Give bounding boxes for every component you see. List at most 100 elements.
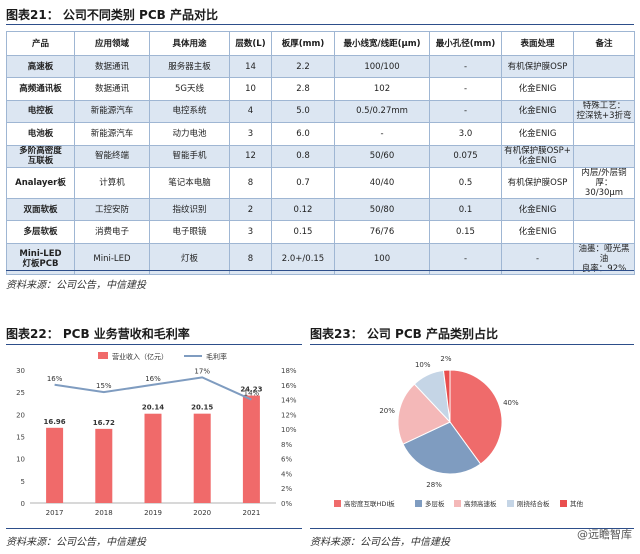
title-rule: [6, 24, 634, 25]
table-cell: 数据通讯: [74, 77, 150, 101]
table-cell: 0.15: [429, 220, 502, 244]
table-cell: [573, 220, 635, 244]
chart23-rule: [310, 344, 634, 345]
pie-data-label: 2%: [440, 355, 451, 363]
table-cell: 40/40: [334, 166, 430, 199]
table-header-cell: 层数(L): [229, 31, 272, 56]
revenue-bar: [193, 413, 211, 503]
table-cell: 笔记本电脑: [149, 166, 230, 199]
table-cell: 指纹识别: [149, 197, 230, 222]
table-header-cell: 最小线宽/线距(μm): [334, 31, 430, 56]
table-row: Analayer板 计算机 笔记本电脑 8 0.7 40/40 0.5 有机保护膜OSP 内层/…: [6, 166, 635, 199]
legend-swatch: [454, 500, 461, 507]
y-tick-label: 15: [16, 434, 25, 442]
table-cell: 0.8: [271, 144, 335, 168]
table-cell: 0.075: [429, 144, 502, 168]
pie-slice: [442, 369, 451, 423]
revenue-bar: [242, 395, 260, 503]
x-tick-label: 2018: [95, 509, 113, 517]
table-row-header: 多层软板: [6, 220, 75, 244]
table-cell: 有机保护膜OSP: [501, 166, 574, 199]
chart23-source: 资料来源：公司公告，中信建投: [310, 537, 450, 548]
table-cell: 2.0+/0.15: [271, 242, 335, 275]
table-cell: 0.7: [271, 166, 335, 199]
table-cell: 50/60: [334, 144, 430, 168]
chart23-bottom-rule: [310, 528, 634, 529]
legend-label: 刚挠结合板: [517, 499, 550, 508]
table-row-header: Mini-LED 灯板PCB: [6, 242, 75, 275]
table-cell: -: [429, 99, 502, 124]
table-cell: 特殊工艺： 控深铣+3折弯: [573, 99, 635, 124]
table-cell: 2: [229, 197, 272, 222]
table-cell: 0.15: [271, 220, 335, 244]
revenue-data-label: 16.96: [44, 418, 66, 426]
table-cell: 50/80: [334, 197, 430, 222]
table-row: Mini-LED 灯板PCB Mini-LED 灯板 8 2.0+/0.15 100- - 油墨…: [6, 242, 635, 275]
y2-tick-label: 6%: [281, 456, 292, 464]
revenue-bar: [95, 428, 113, 503]
revenue-bar: [144, 413, 162, 503]
table-row-header: 高频通讯板: [6, 77, 75, 101]
table-header-row: 产品 应用领域 具体用途 层数(L) 板厚(mm) 最小线宽/线距(μm) 最小孔径(mm)…: [6, 31, 635, 56]
table-cell: 100: [334, 242, 430, 275]
table-cell: -: [429, 77, 502, 101]
table-cell: 智能手机: [149, 144, 230, 168]
table-cell: -: [429, 242, 502, 275]
legend-swatch: [507, 500, 514, 507]
table-header-cell: 最小孔径(mm): [429, 31, 502, 56]
revenue-bar: [46, 427, 64, 503]
legend-label: 其他: [570, 499, 584, 508]
table-row-header: 双面软板: [6, 197, 75, 222]
table-cell: [573, 144, 635, 168]
table-row: 电控板 新能源汽车 电控系统 4 5.0 0.5/0.27mm - 化金ENIG 特殊工艺： 控深…: [6, 99, 635, 124]
x-tick-label: 2020: [193, 509, 211, 517]
table-cell: 0.5: [429, 166, 502, 199]
legend-label: 多层板: [425, 499, 445, 508]
table-cell: 76/76: [334, 220, 430, 244]
table-cell: 油墨：哑光黑油 良率：92%: [573, 242, 635, 275]
margin-data-label: 16%: [47, 375, 63, 383]
chart22-bottom-rule: [6, 528, 302, 529]
table-header-cell: 板厚(mm): [271, 31, 335, 56]
table-row: 多层软板 消费电子 电子眼镜 3 0.15 76/76 0.15 化金ENIG: [6, 220, 635, 244]
legend-label: 高频高速板: [464, 499, 497, 508]
table-cell: 102: [334, 77, 430, 101]
revenue-data-label: 20.14: [142, 404, 164, 412]
table-cell: 0.12: [271, 197, 335, 222]
y-tick-label: 30: [16, 367, 25, 375]
table-cell: 14: [229, 54, 272, 79]
table-cell: 灯板: [149, 242, 230, 275]
y2-tick-label: 12%: [281, 411, 297, 419]
y2-tick-label: 18%: [281, 367, 297, 375]
table-cell: 3: [229, 220, 272, 244]
legend-bar-label: 营业收入（亿元）: [112, 352, 168, 361]
y2-tick-label: 14%: [281, 397, 297, 405]
table-cell: 新能源汽车: [74, 122, 150, 146]
pie-data-label: 10%: [415, 361, 431, 369]
legend-bar-swatch: [98, 352, 108, 359]
revenue-data-label: 24.23: [240, 386, 262, 394]
table-cell: 有机保护膜OSP: [501, 54, 574, 79]
chart22-source: 资料来源：公司公告，中信建投: [6, 537, 146, 548]
table-row-header: 电池板: [6, 122, 75, 146]
legend-swatch: [415, 500, 422, 507]
table-header-cell: 产品: [6, 31, 75, 56]
pie-data-label: 20%: [379, 407, 395, 415]
y-tick-label: 0: [21, 500, 25, 508]
product-comparison-table: 产品 应用领域 具体用途 层数(L) 板厚(mm) 最小线宽/线距(μm) 最小孔径(mm)…: [6, 31, 635, 275]
table-cell: 计算机: [74, 166, 150, 199]
margin-line: [54, 376, 252, 401]
table-cell: [573, 54, 635, 79]
table-bottom-rule: [6, 270, 634, 271]
pie-data-label: 28%: [426, 481, 442, 489]
x-tick-label: 2019: [144, 509, 162, 517]
table-cell: [573, 122, 635, 146]
pie-data-label: 40%: [503, 399, 519, 407]
table-row: 双面软板 工控安防 指纹识别 2 0.12 50/80 0.1 化金ENIG: [6, 197, 635, 222]
x-tick-label: 2021: [242, 509, 260, 517]
revenue-data-label: 16.72: [93, 419, 115, 427]
table-cell: 2.2: [271, 54, 335, 79]
margin-data-label: 16%: [145, 375, 161, 383]
table-cell: 5G天线: [149, 77, 230, 101]
chart22-title: 图表22： PCB 业务营收和毛利率: [6, 327, 190, 341]
